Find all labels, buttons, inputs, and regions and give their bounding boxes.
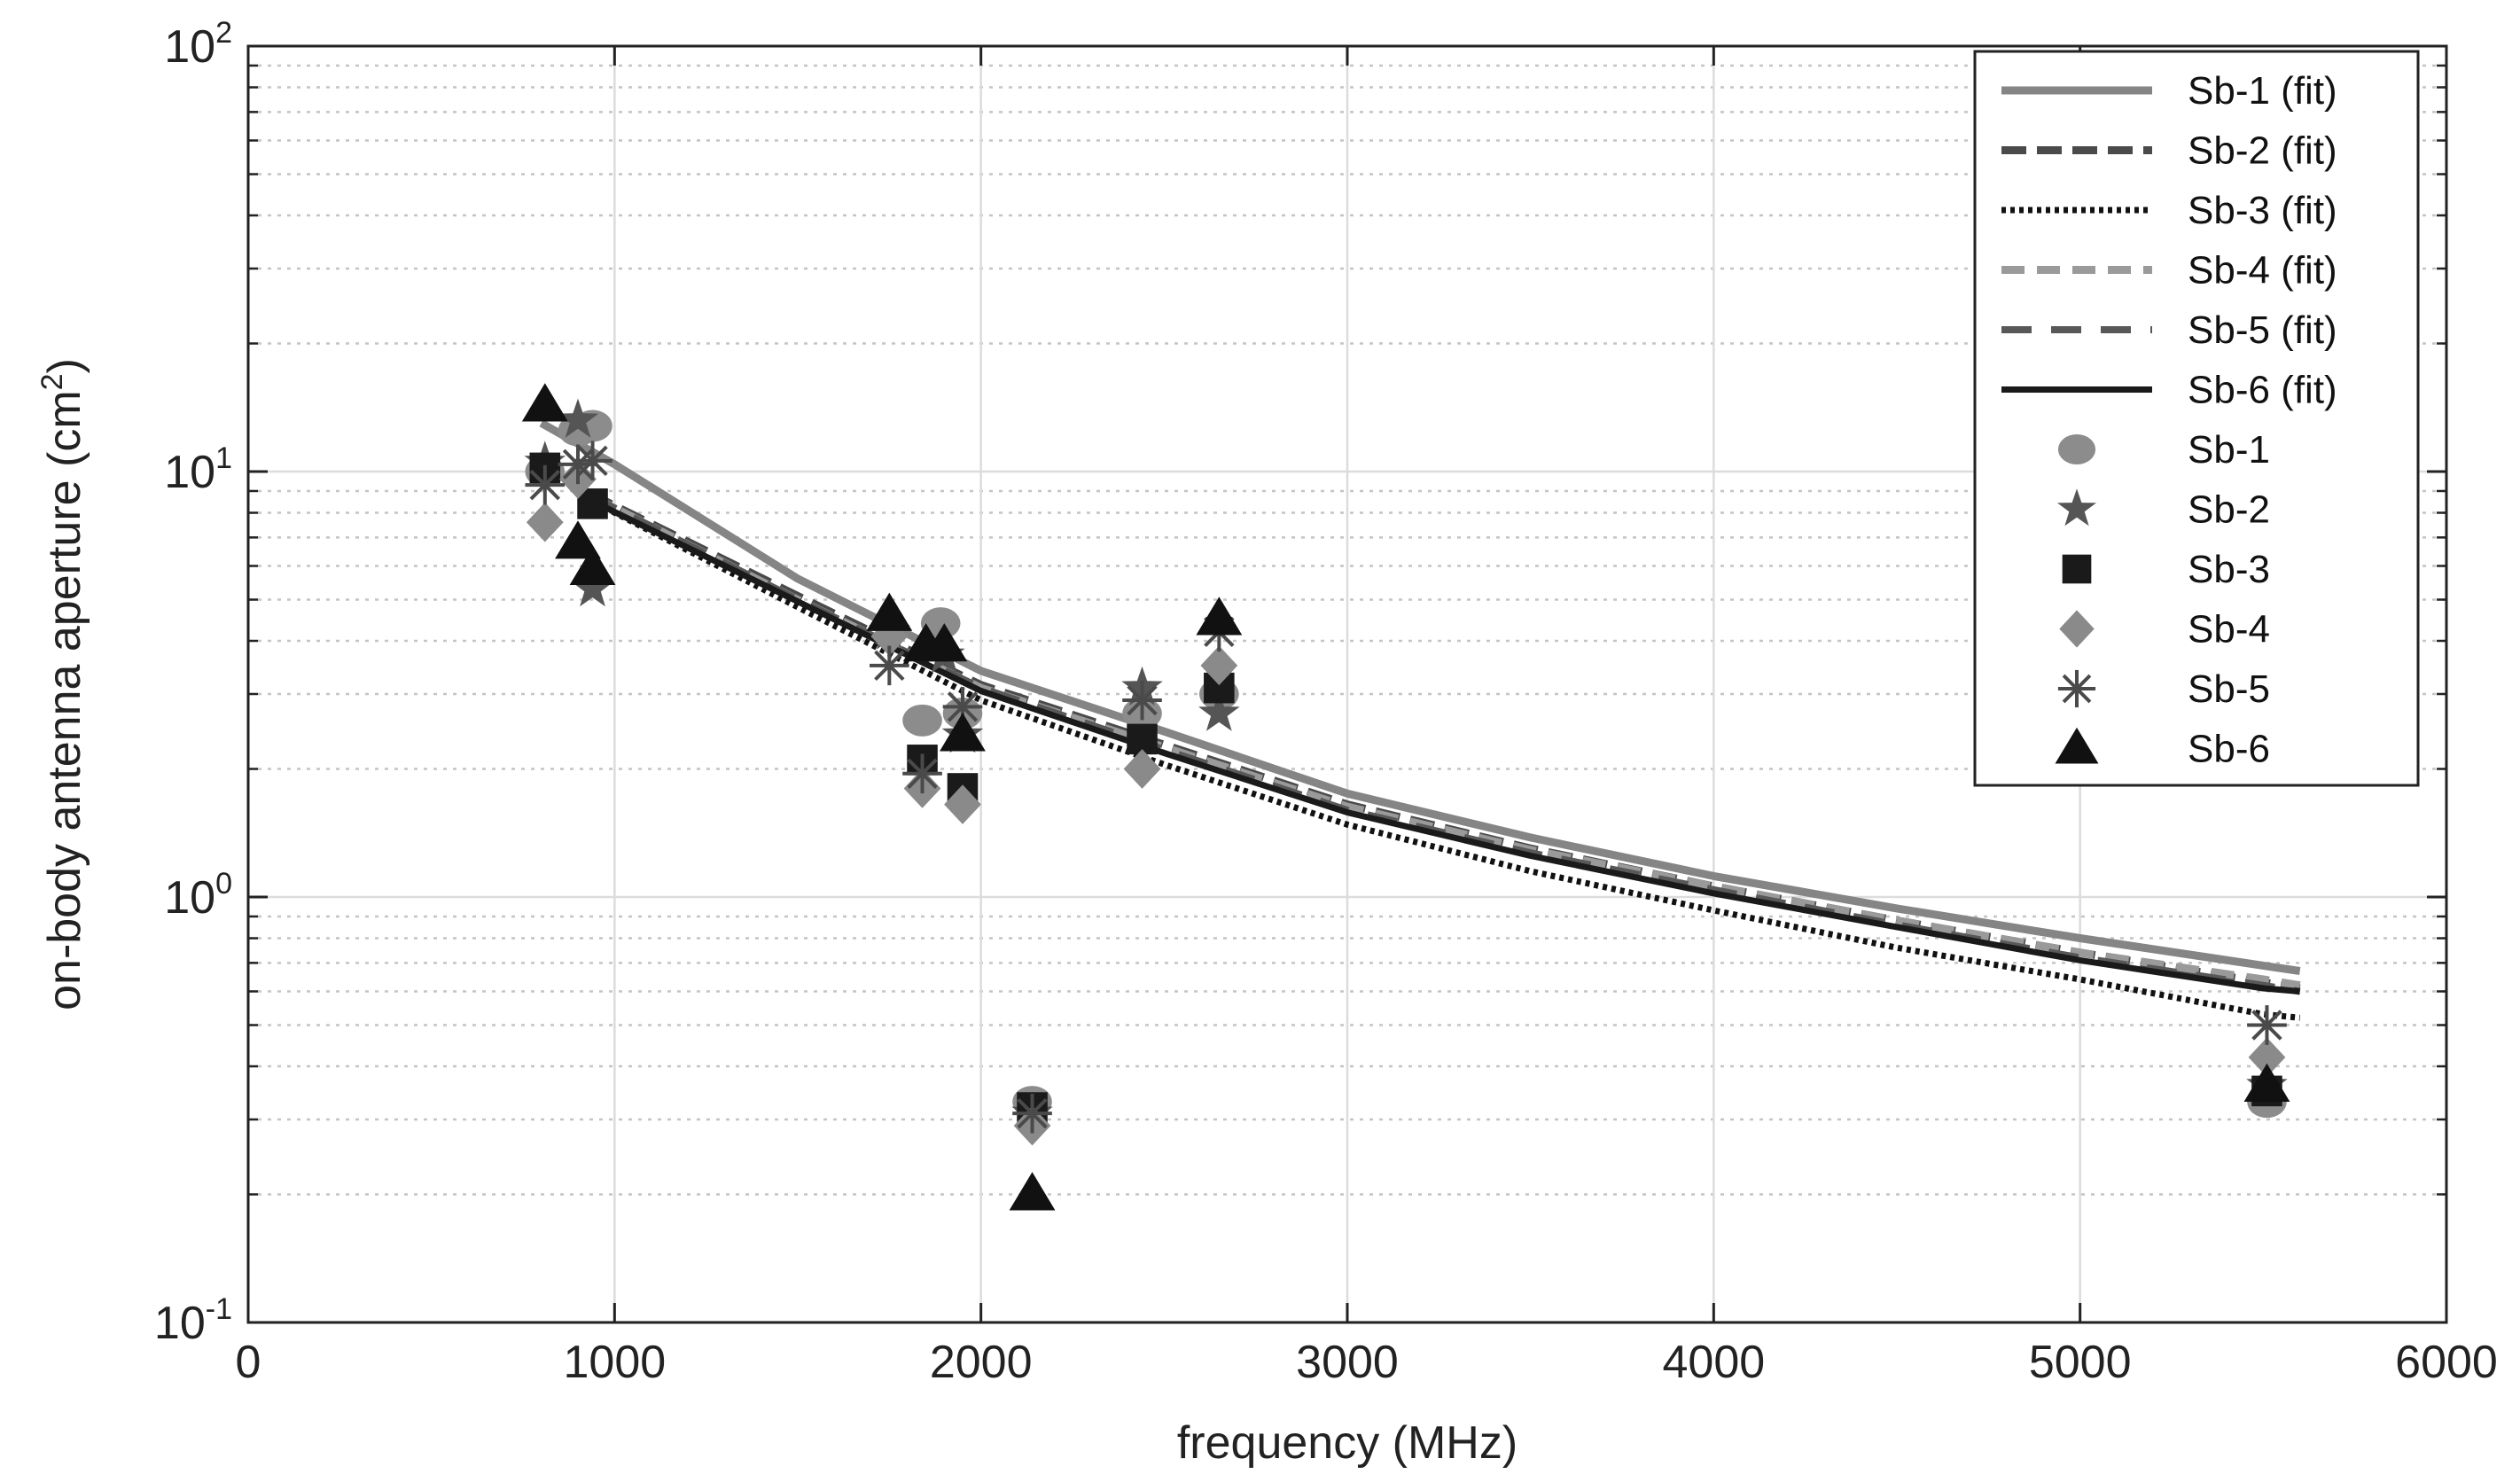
y-tick-label: 10-1	[154, 1292, 232, 1349]
x-tick-label: 1000	[563, 1337, 666, 1388]
data-point-sb-5-stroke	[529, 469, 560, 501]
data-point-sb-5-stroke	[947, 691, 979, 722]
y-tick-label: 101	[164, 441, 232, 498]
fit-line-sb-1	[539, 419, 2301, 975]
legend-label-fit-6: Sb-6 (fit)	[2188, 369, 2337, 412]
y-tick-label: 102	[164, 16, 232, 73]
data-point-sb-6	[2243, 1063, 2290, 1102]
y-axis-label-end: )	[39, 358, 90, 373]
y-tick-label-base: 10	[164, 21, 215, 73]
y-axis-label: on-body antenna aperture (cm2)	[35, 358, 90, 1010]
y-tick-label-base: 10	[154, 1298, 206, 1349]
data-point-sb-5	[573, 441, 612, 481]
legend-marker-sb-2	[2057, 488, 2096, 526]
legend-marker-sb-4	[2059, 610, 2095, 648]
legend-label-fit-4: Sb-4 (fit)	[2188, 249, 2337, 292]
legend-items: Sb-1 (fit) Sb-2 (fit) Sb-3 (fit) Sb-4 (fit)…	[2001, 69, 2337, 771]
data-point-sb-5-stroke	[2251, 1010, 2282, 1041]
legend-label-fit-1: Sb-1 (fit)	[2188, 69, 2337, 113]
y-tick-label-exponent: 1	[215, 441, 232, 475]
data-point-sb-6	[940, 713, 986, 752]
legend-label-sb-6: Sb-6	[2188, 728, 2270, 771]
data-point-sb-2	[1198, 691, 1240, 731]
y-tick-label-base: 10	[164, 447, 215, 498]
data-point-sb-6	[921, 623, 968, 662]
data-point-sb-2	[572, 566, 613, 607]
data-point-sb-5-stroke	[1127, 684, 1158, 716]
x-axis-label: frequency (MHz)	[1177, 1417, 1517, 1469]
data-point-sb-4	[1200, 645, 1238, 686]
x-tick-label: 0	[236, 1337, 261, 1388]
legend-marker-sb-5	[2057, 669, 2096, 708]
data-point-sb-1	[902, 704, 942, 737]
y-tick-label-exponent: 2	[215, 16, 232, 50]
data-point-sb-5	[902, 753, 942, 794]
legend-label-fit-2: Sb-2 (fit)	[2188, 129, 2337, 173]
data-point-sb-6	[569, 546, 616, 585]
legend-marker-sb-3	[2062, 554, 2092, 584]
data-point-sb-5	[1122, 680, 1162, 721]
legend: Sb-1 (fit) Sb-2 (fit) Sb-3 (fit) Sb-4 (fit)…	[1973, 50, 2420, 787]
legend-label-fit-3: Sb-3 (fit)	[2188, 189, 2337, 232]
x-tick-labels: 0 1000 2000 3000 4000 5000 6000	[236, 1337, 2498, 1388]
legend-label-sb-3: Sb-3	[2188, 548, 2270, 591]
axis-ticks	[246, 44, 2448, 1324]
y-axis-label-superscript: 2	[35, 373, 69, 390]
legend-marker-sb-5-stroke	[2062, 674, 2092, 704]
x-tick-label: 2000	[930, 1337, 1033, 1388]
x-tick-label: 4000	[1662, 1337, 1765, 1388]
data-point-sb-6	[1196, 597, 1243, 636]
data-point-sb-4	[870, 616, 909, 657]
data-point-sb-4	[944, 784, 981, 824]
legend-label-fit-5: Sb-5 (fit)	[2188, 308, 2337, 352]
data-point-sb-2	[557, 398, 599, 438]
y-tick-label-base: 10	[164, 872, 215, 924]
legend-label-sb-5: Sb-5	[2188, 667, 2270, 711]
data-point-sb-6	[521, 383, 568, 422]
data-point-sb-5	[2247, 1005, 2287, 1045]
data-point-sb-4	[2248, 1037, 2286, 1078]
legend-label-sb-1: Sb-1	[2188, 428, 2270, 472]
y-tick-label-exponent: 0	[215, 867, 232, 901]
data-point-sb-4	[526, 502, 564, 542]
data-point-sb-6	[866, 592, 913, 631]
data-point-sb-5-stroke	[1017, 1097, 1048, 1129]
legend-marker-sb-1	[2057, 434, 2096, 464]
data-point-sb-6	[1009, 1172, 1056, 1211]
data-point-sb-5	[525, 464, 566, 505]
y-tick-label-exponent: -1	[206, 1292, 232, 1326]
data-point-sb-5-stroke	[907, 758, 938, 789]
legend-box	[1973, 50, 2420, 787]
x-tick-label: 5000	[2029, 1337, 2132, 1388]
legend-marker-sb-6	[2055, 727, 2099, 764]
y-axis-label-main: on-body antenna aperture (cm	[39, 390, 90, 1010]
data-point-sb-6	[555, 520, 601, 559]
data-point-sb-5-stroke	[874, 650, 905, 682]
legend-label-sb-2: Sb-2	[2188, 488, 2270, 532]
data-point-sb-4	[1123, 749, 1161, 789]
x-tick-label: 3000	[1296, 1337, 1399, 1388]
data-point-sb-5	[1012, 1093, 1052, 1134]
data-point-sb-5	[870, 645, 909, 686]
scatter-markers	[521, 383, 2290, 1211]
x-tick-label: 6000	[2395, 1337, 2498, 1388]
data-point-sb-5-stroke	[577, 445, 608, 477]
y-tick-label: 100	[164, 867, 232, 924]
legend-label-sb-4: Sb-4	[2188, 608, 2270, 651]
